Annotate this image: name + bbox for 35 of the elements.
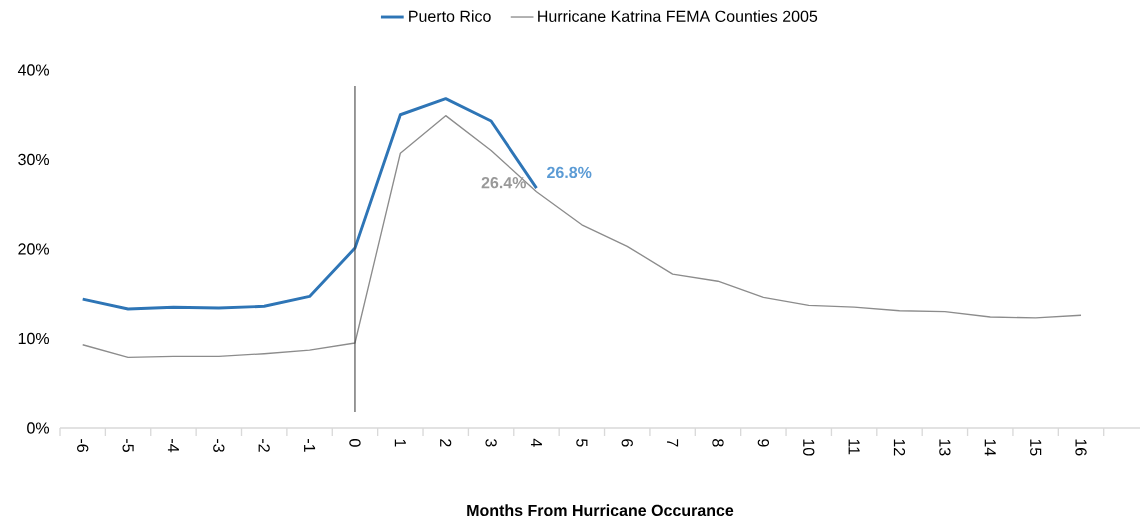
x-tick-label: 15 — [1030, 439, 1042, 456]
annotation: 26.8% — [547, 167, 592, 179]
y-tick-label: 0% — [27, 422, 50, 434]
x-tick-label: 4 — [530, 439, 542, 448]
x-tick-label: 16 — [1075, 439, 1087, 456]
x-tick-label: 5 — [576, 439, 588, 447]
y-tick-label: 20% — [18, 243, 50, 255]
x-tick-label: -5 — [122, 439, 134, 453]
x-tick-label: 14 — [984, 439, 996, 456]
x-tick-label: -4 — [167, 439, 179, 453]
y-tick-label: 10% — [18, 333, 50, 345]
x-tick-label: 11 — [848, 439, 860, 455]
line-series — [82, 115, 1082, 359]
x-tick-label: 6 — [621, 439, 633, 447]
x-tick-label: -2 — [258, 439, 270, 453]
legend-label: Puerto Rico — [409, 10, 491, 23]
x-tick-label: 2 — [440, 439, 452, 447]
y-tick-label: 30% — [18, 154, 50, 166]
x-tick-label: -1 — [304, 439, 316, 453]
x-tick-label: 12 — [893, 439, 906, 456]
line-series — [81, 97, 538, 311]
x-tick-label: 7 — [667, 439, 679, 447]
x-tick-label: 9 — [757, 439, 770, 447]
x-tick-label: 3 — [485, 439, 497, 447]
x-tick-label: 13 — [939, 439, 951, 456]
x-tick-label: -6 — [77, 439, 89, 453]
annotation: 26.4% — [481, 177, 526, 189]
x-tick-label: 1 — [394, 439, 406, 447]
x-tick-label: 10 — [803, 439, 815, 456]
x-tick-label: -3 — [213, 439, 225, 453]
x-tick-label: 0 — [349, 439, 361, 447]
x-tick-label: 8 — [712, 439, 724, 447]
y-tick-label: 40% — [17, 64, 50, 76]
legend-label: Hurricane Katrina FEMA Counties 2005 — [538, 10, 818, 23]
x-axis-title: Months From Hurricane Occurance — [467, 504, 734, 517]
